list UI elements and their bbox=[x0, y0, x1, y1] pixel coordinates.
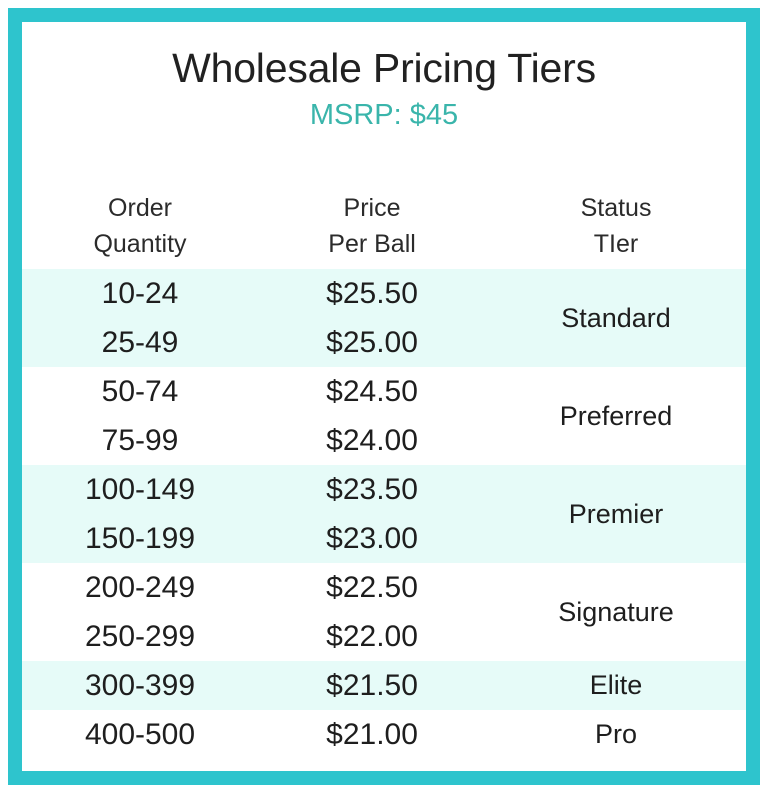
price-per-ball-value: $21.50 bbox=[326, 669, 418, 702]
table-row: 400-500 $21.00 Pro bbox=[22, 710, 746, 759]
table-row: 100-149 150-199 $23.50 $23.00 Premier bbox=[22, 465, 746, 563]
column-header-price-per-ball-line2: Per Ball bbox=[328, 229, 416, 258]
status-badge: Preferred bbox=[559, 400, 673, 431]
order-quantity-value: 200-249 bbox=[84, 571, 196, 604]
pricing-card: Wholesale Pricing Tiers MSRP: $45 Order … bbox=[8, 8, 760, 785]
price-per-ball-value: $23.50 bbox=[326, 473, 418, 506]
table-row: 200-249 250-299 $22.50 $22.00 Signature bbox=[22, 563, 746, 661]
msrp-subtitle: MSRP: $45 bbox=[309, 98, 459, 131]
column-header-status-tier: Status TIer bbox=[486, 179, 746, 262]
price-per-ball-value: $21.00 bbox=[326, 718, 418, 751]
cell-price-per-ball: $23.50 $23.00 bbox=[258, 465, 486, 563]
order-quantity-value: 25-49 bbox=[101, 326, 179, 359]
column-header-order-quantity-line2: Quantity bbox=[93, 229, 187, 258]
table-body: 10-24 25-49 $25.50 $25.00 Standard 50-74 75-99… bbox=[22, 269, 746, 759]
cell-price-per-ball: $22.50 $22.00 bbox=[258, 563, 486, 661]
price-per-ball-value: $22.50 bbox=[326, 571, 418, 604]
column-header-price-per-ball: Price Per Ball bbox=[258, 179, 486, 262]
order-quantity-value: 150-199 bbox=[84, 522, 196, 555]
column-header-order-quantity: Order Quantity bbox=[22, 179, 258, 262]
status-badge: Standard bbox=[561, 302, 671, 333]
price-per-ball-value: $23.00 bbox=[326, 522, 418, 555]
cell-order-quantity: 200-249 250-299 bbox=[22, 563, 258, 661]
column-header-price-per-ball-line1: Price bbox=[343, 194, 401, 222]
status-badge: Premier bbox=[568, 498, 664, 529]
cell-status-tier: Pro bbox=[486, 718, 746, 750]
cell-status-tier: Premier bbox=[486, 498, 746, 530]
status-badge: Signature bbox=[558, 596, 674, 627]
table-row: 10-24 25-49 $25.50 $25.00 Standard bbox=[22, 269, 746, 367]
status-badge: Elite bbox=[589, 670, 643, 701]
table-row: 300-399 $21.50 Elite bbox=[22, 661, 746, 710]
cell-status-tier: Elite bbox=[486, 669, 746, 701]
order-quantity-value: 50-74 bbox=[101, 375, 179, 408]
cell-price-per-ball: $21.50 bbox=[258, 661, 486, 710]
cell-order-quantity: 300-399 bbox=[22, 661, 258, 710]
cell-order-quantity: 10-24 25-49 bbox=[22, 269, 258, 367]
order-quantity-value: 100-149 bbox=[84, 473, 196, 506]
cell-price-per-ball: $25.50 $25.00 bbox=[258, 269, 486, 367]
table-row: 50-74 75-99 $24.50 $24.00 Preferred bbox=[22, 367, 746, 465]
order-quantity-value: 400-500 bbox=[84, 718, 196, 751]
status-badge: Pro bbox=[595, 719, 638, 750]
price-per-ball-value: $24.00 bbox=[326, 424, 418, 457]
column-header-status-tier-line1: Status bbox=[580, 194, 652, 222]
cell-order-quantity: 50-74 75-99 bbox=[22, 367, 258, 465]
price-per-ball-value: $25.50 bbox=[326, 277, 418, 310]
order-quantity-value: 75-99 bbox=[101, 424, 179, 457]
order-quantity-value: 250-299 bbox=[84, 620, 196, 653]
cell-price-per-ball: $24.50 $24.00 bbox=[258, 367, 486, 465]
price-per-ball-value: $25.00 bbox=[326, 326, 418, 359]
order-quantity-value: 300-399 bbox=[84, 669, 196, 702]
page-title: Wholesale Pricing Tiers bbox=[172, 45, 596, 91]
pricing-table: Order Quantity Price Per Ball Status TIe… bbox=[22, 179, 746, 759]
cell-status-tier: Standard bbox=[486, 302, 746, 334]
price-per-ball-value: $24.50 bbox=[326, 375, 418, 408]
cell-order-quantity: 400-500 bbox=[22, 710, 258, 759]
column-header-order-quantity-line1: Order bbox=[108, 194, 172, 222]
order-quantity-value: 10-24 bbox=[101, 277, 179, 310]
table-header-row: Order Quantity Price Per Ball Status TIe… bbox=[22, 179, 746, 269]
cell-status-tier: Signature bbox=[486, 596, 746, 628]
pricing-card-inner: Wholesale Pricing Tiers MSRP: $45 Order … bbox=[22, 22, 746, 771]
cell-price-per-ball: $21.00 bbox=[258, 710, 486, 759]
cell-order-quantity: 100-149 150-199 bbox=[22, 465, 258, 563]
price-per-ball-value: $22.00 bbox=[326, 620, 418, 653]
cell-status-tier: Preferred bbox=[486, 400, 746, 432]
column-header-status-tier-line2: TIer bbox=[593, 229, 639, 258]
